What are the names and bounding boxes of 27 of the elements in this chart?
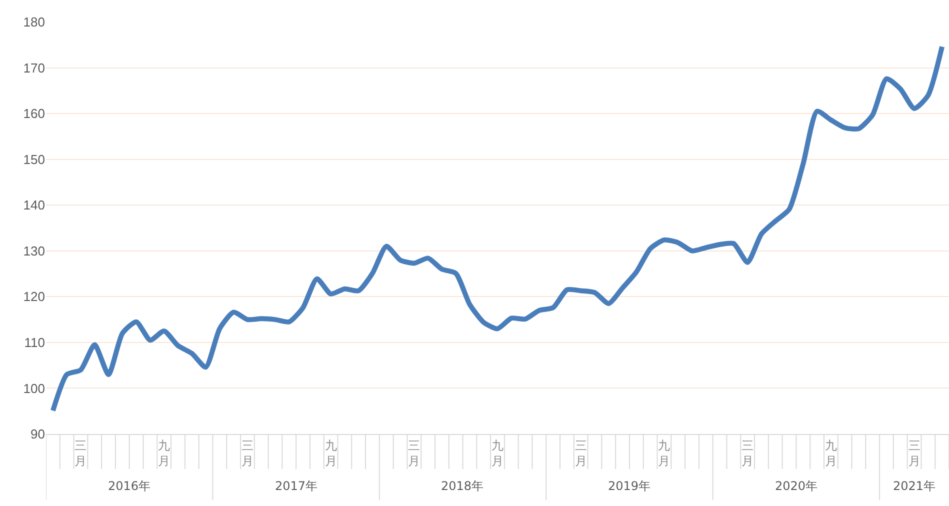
y-tick-label: 150	[23, 152, 45, 167]
x-tick-label: 九月	[492, 438, 504, 468]
x-tick-label: 三月	[408, 438, 420, 468]
y-tick-label: 170	[23, 60, 45, 76]
text: 2021年	[893, 479, 936, 493]
text: 2018年	[441, 479, 484, 493]
x-tick-label: 三月	[574, 438, 587, 468]
y-tick-label: 100	[23, 380, 45, 396]
y-tick-label: 140	[23, 198, 45, 213]
text: 2017年	[275, 479, 318, 493]
y-tick-label: 120	[23, 289, 45, 304]
text: 2019年	[608, 479, 651, 493]
x-tick-label: 九月	[824, 438, 837, 468]
x-tick-label: 三月	[908, 438, 920, 468]
y-tick-label: 110	[24, 334, 45, 350]
x-tick-label: 九月	[324, 438, 337, 468]
y-tick-label: 180	[23, 14, 45, 30]
x-tick-label: 九月	[658, 438, 670, 468]
x-tick-label: 三月	[74, 438, 87, 468]
y-tick-label: 130	[23, 243, 45, 258]
text: 2016年	[108, 479, 151, 493]
x-tick-label: 三月	[742, 438, 754, 468]
y-tick-label: 160	[23, 106, 45, 122]
text: 2020年	[775, 479, 818, 493]
x-tick-label: 九月	[158, 438, 170, 468]
y-tick-label: 90	[30, 426, 45, 442]
x-tick-label: 三月	[241, 438, 254, 468]
